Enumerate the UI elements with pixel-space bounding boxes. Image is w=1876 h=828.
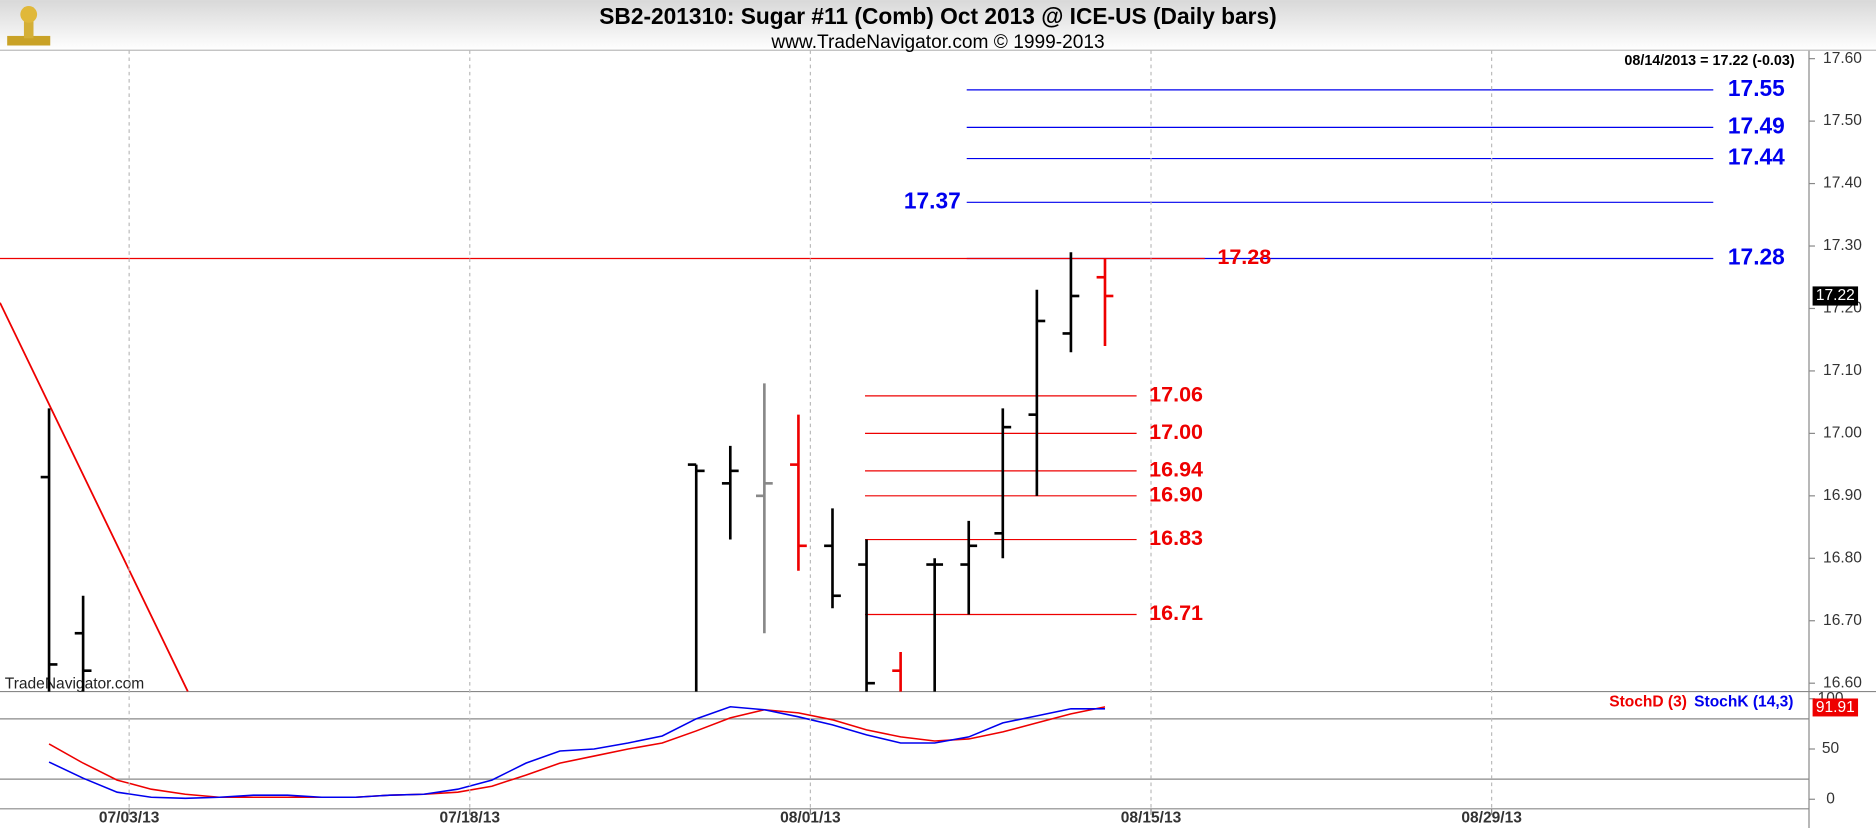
y-tick-label: 16.60 [1823, 674, 1862, 691]
info-label: 08/14/2013 = 17.22 (-0.03) [1624, 53, 1794, 69]
legend-entry: StochD (3) [1609, 693, 1687, 710]
last-stoch-label: 91.91 [1816, 699, 1855, 716]
x-tick-label: 07/18/13 [440, 810, 501, 827]
level-label: 17.55 [1728, 75, 1785, 101]
y-tick-label: 17.30 [1823, 237, 1862, 254]
chart-subtitle: www.TradeNavigator.com © 1999-2013 [770, 32, 1104, 53]
last-price-box [1812, 286, 1859, 306]
level-label: 16.83 [1149, 526, 1203, 550]
y-tick-label: 0 [1826, 790, 1835, 807]
y-tick-label: 16.90 [1823, 487, 1862, 504]
trend-line [0, 302, 189, 692]
y-tick-label: 50 [1822, 740, 1840, 757]
x-tick-label: 07/03/13 [99, 810, 160, 827]
legend-entry: StochK (14,3) [1694, 693, 1793, 710]
level-label: 17.28 [1217, 245, 1271, 269]
header-band [0, 0, 1876, 51]
level-label: 17.00 [1149, 420, 1203, 444]
axes: 07/03/13 07/18/13 08/01/13 08/15/13 08/29/13… [99, 50, 1862, 827]
y-tick-label: 17.00 [1823, 424, 1862, 441]
y-tick-label: 17.60 [1823, 50, 1862, 67]
level-label: 16.90 [1149, 483, 1203, 507]
level-label: 16.94 [1149, 458, 1203, 482]
y-tick-label: 16.80 [1823, 549, 1862, 566]
level-label: 17.28 [1728, 244, 1785, 270]
x-tick-label: 08/15/13 [1121, 810, 1182, 827]
x-tick-label: 08/01/13 [780, 810, 841, 827]
stoch-plot [0, 705, 1809, 800]
level-label: 16.71 [1149, 601, 1203, 625]
chart-title: SB2-201310: Sugar #11 (Comb) Oct 2013 @ … [599, 3, 1276, 29]
logo [7, 6, 51, 46]
level-label: 17.49 [1728, 112, 1785, 138]
last-stoch-box [1812, 698, 1859, 717]
y-tick-label: 17.50 [1823, 112, 1862, 129]
stoch-line [48, 705, 1106, 800]
price-plot [0, 89, 1714, 692]
level-label: 17.37 [904, 187, 961, 213]
watermark: TradeNavigator.com [5, 676, 144, 693]
y-tick-label: 17.40 [1823, 175, 1862, 192]
x-tick-label: 08/29/13 [1461, 810, 1522, 827]
y-tick-label: 16.70 [1823, 612, 1862, 629]
level-label: 17.06 [1149, 383, 1203, 407]
level-label: 17.44 [1728, 144, 1785, 170]
last-price-label: 17.22 [1816, 287, 1855, 304]
y-tick-label: 17.10 [1823, 362, 1862, 379]
